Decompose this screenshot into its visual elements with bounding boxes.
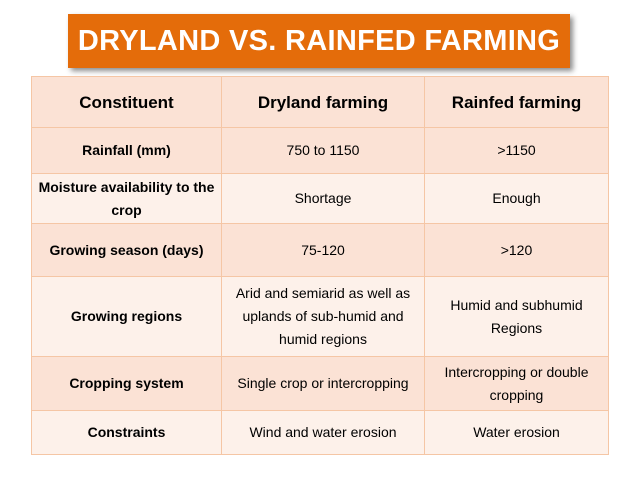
table-row: Moisture availability to the crop Shorta…	[31, 173, 609, 224]
slide-title: DRYLAND VS. RAINFED FARMING	[68, 14, 570, 68]
row-label: Cropping system	[31, 356, 222, 411]
table-row: Growing season (days) 75-120 >120	[31, 223, 609, 277]
table-row: Constraints Wind and water erosion Water…	[31, 410, 609, 455]
table-row: Growing regions Arid and semiarid as wel…	[31, 276, 609, 357]
header-constituent: Constituent	[31, 76, 222, 128]
dryland-cell: Single crop or intercropping	[221, 356, 425, 411]
rainfed-cell: Enough	[424, 173, 609, 224]
row-label: Growing regions	[31, 276, 222, 357]
dryland-cell: 75-120	[221, 223, 425, 277]
dryland-cell: Arid and semiarid as well as uplands of …	[221, 276, 425, 357]
rainfed-cell: Humid and subhumid Regions	[424, 276, 609, 357]
table-row: Cropping system Single crop or intercrop…	[31, 356, 609, 411]
dryland-cell: Wind and water erosion	[221, 410, 425, 455]
header-rainfed: Rainfed farming	[424, 76, 609, 128]
row-label: Growing season (days)	[31, 223, 222, 277]
rainfed-cell: Water erosion	[424, 410, 609, 455]
rainfed-cell: >1150	[424, 127, 609, 174]
table-header-row: Constituent Dryland farming Rainfed farm…	[31, 76, 609, 128]
rainfed-cell: Intercropping or double cropping	[424, 356, 609, 411]
table-row: Rainfall (mm) 750 to 1150 >1150	[31, 127, 609, 174]
dryland-cell: 750 to 1150	[221, 127, 425, 174]
row-label: Moisture availability to the crop	[31, 173, 222, 224]
dryland-cell: Shortage	[221, 173, 425, 224]
header-dryland: Dryland farming	[221, 76, 425, 128]
comparison-table: Constituent Dryland farming Rainfed farm…	[31, 76, 609, 455]
rainfed-cell: >120	[424, 223, 609, 277]
row-label: Constraints	[31, 410, 222, 455]
row-label: Rainfall (mm)	[31, 127, 222, 174]
